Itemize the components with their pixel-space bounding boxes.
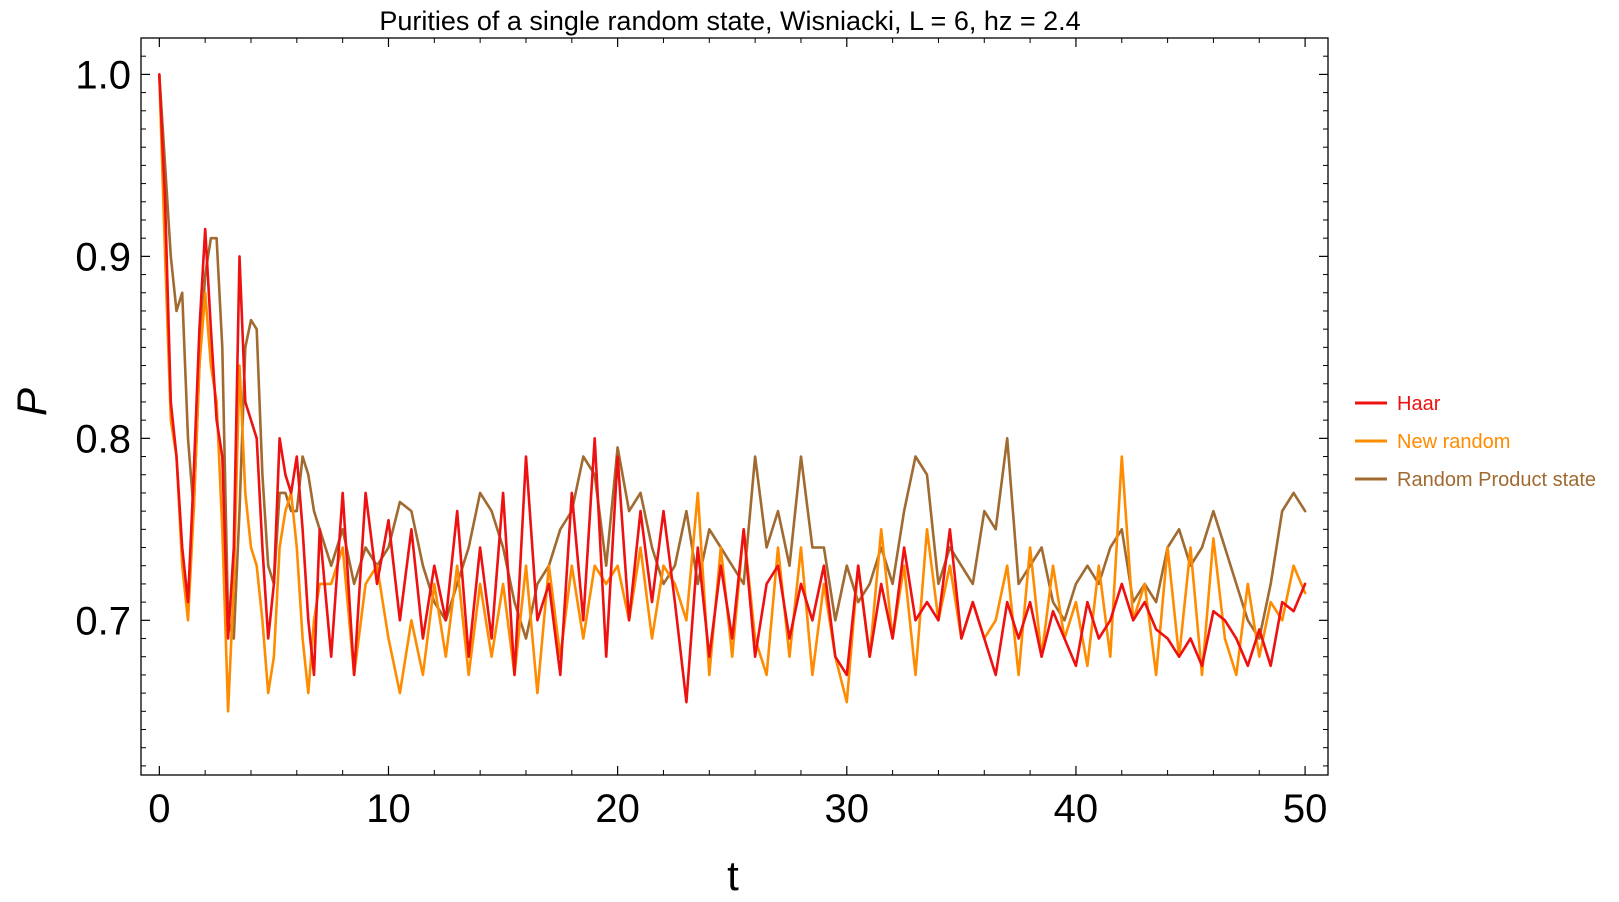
x-tick-label: 0 xyxy=(148,787,170,831)
plot-frame xyxy=(140,37,1329,776)
tick-marks xyxy=(141,38,1328,775)
legend-label: Haar xyxy=(1397,393,1441,415)
y-tick-label: 0.7 xyxy=(75,599,131,643)
series-line-2 xyxy=(158,73,1307,640)
y-tick-label: 0.9 xyxy=(75,235,131,279)
series-line-1 xyxy=(158,73,1307,713)
x-tick-label: 30 xyxy=(825,787,870,831)
y-tick-label: 0.8 xyxy=(75,417,131,461)
y-axis-label: P xyxy=(8,388,55,416)
legend-label: Random Product state xyxy=(1397,469,1596,491)
x-tick-label: 20 xyxy=(595,787,640,831)
legend-label: New random xyxy=(1397,431,1510,453)
x-axis-label: t xyxy=(727,852,739,899)
x-tick-labels: 0 10 20 30 40 50 xyxy=(148,787,1327,831)
chart-title: Purities of a single random state, Wisni… xyxy=(379,6,1080,36)
y-tick-labels: 0.7 0.8 0.9 1.0 xyxy=(75,53,131,643)
x-tick-label: 50 xyxy=(1283,787,1328,831)
x-tick-label: 40 xyxy=(1054,787,1099,831)
series-line-0 xyxy=(158,73,1307,704)
series-lines xyxy=(158,73,1307,713)
legend: Haar New random Random Product state xyxy=(1355,393,1596,491)
y-tick-label: 1.0 xyxy=(75,53,131,97)
x-tick-label: 10 xyxy=(366,787,411,831)
